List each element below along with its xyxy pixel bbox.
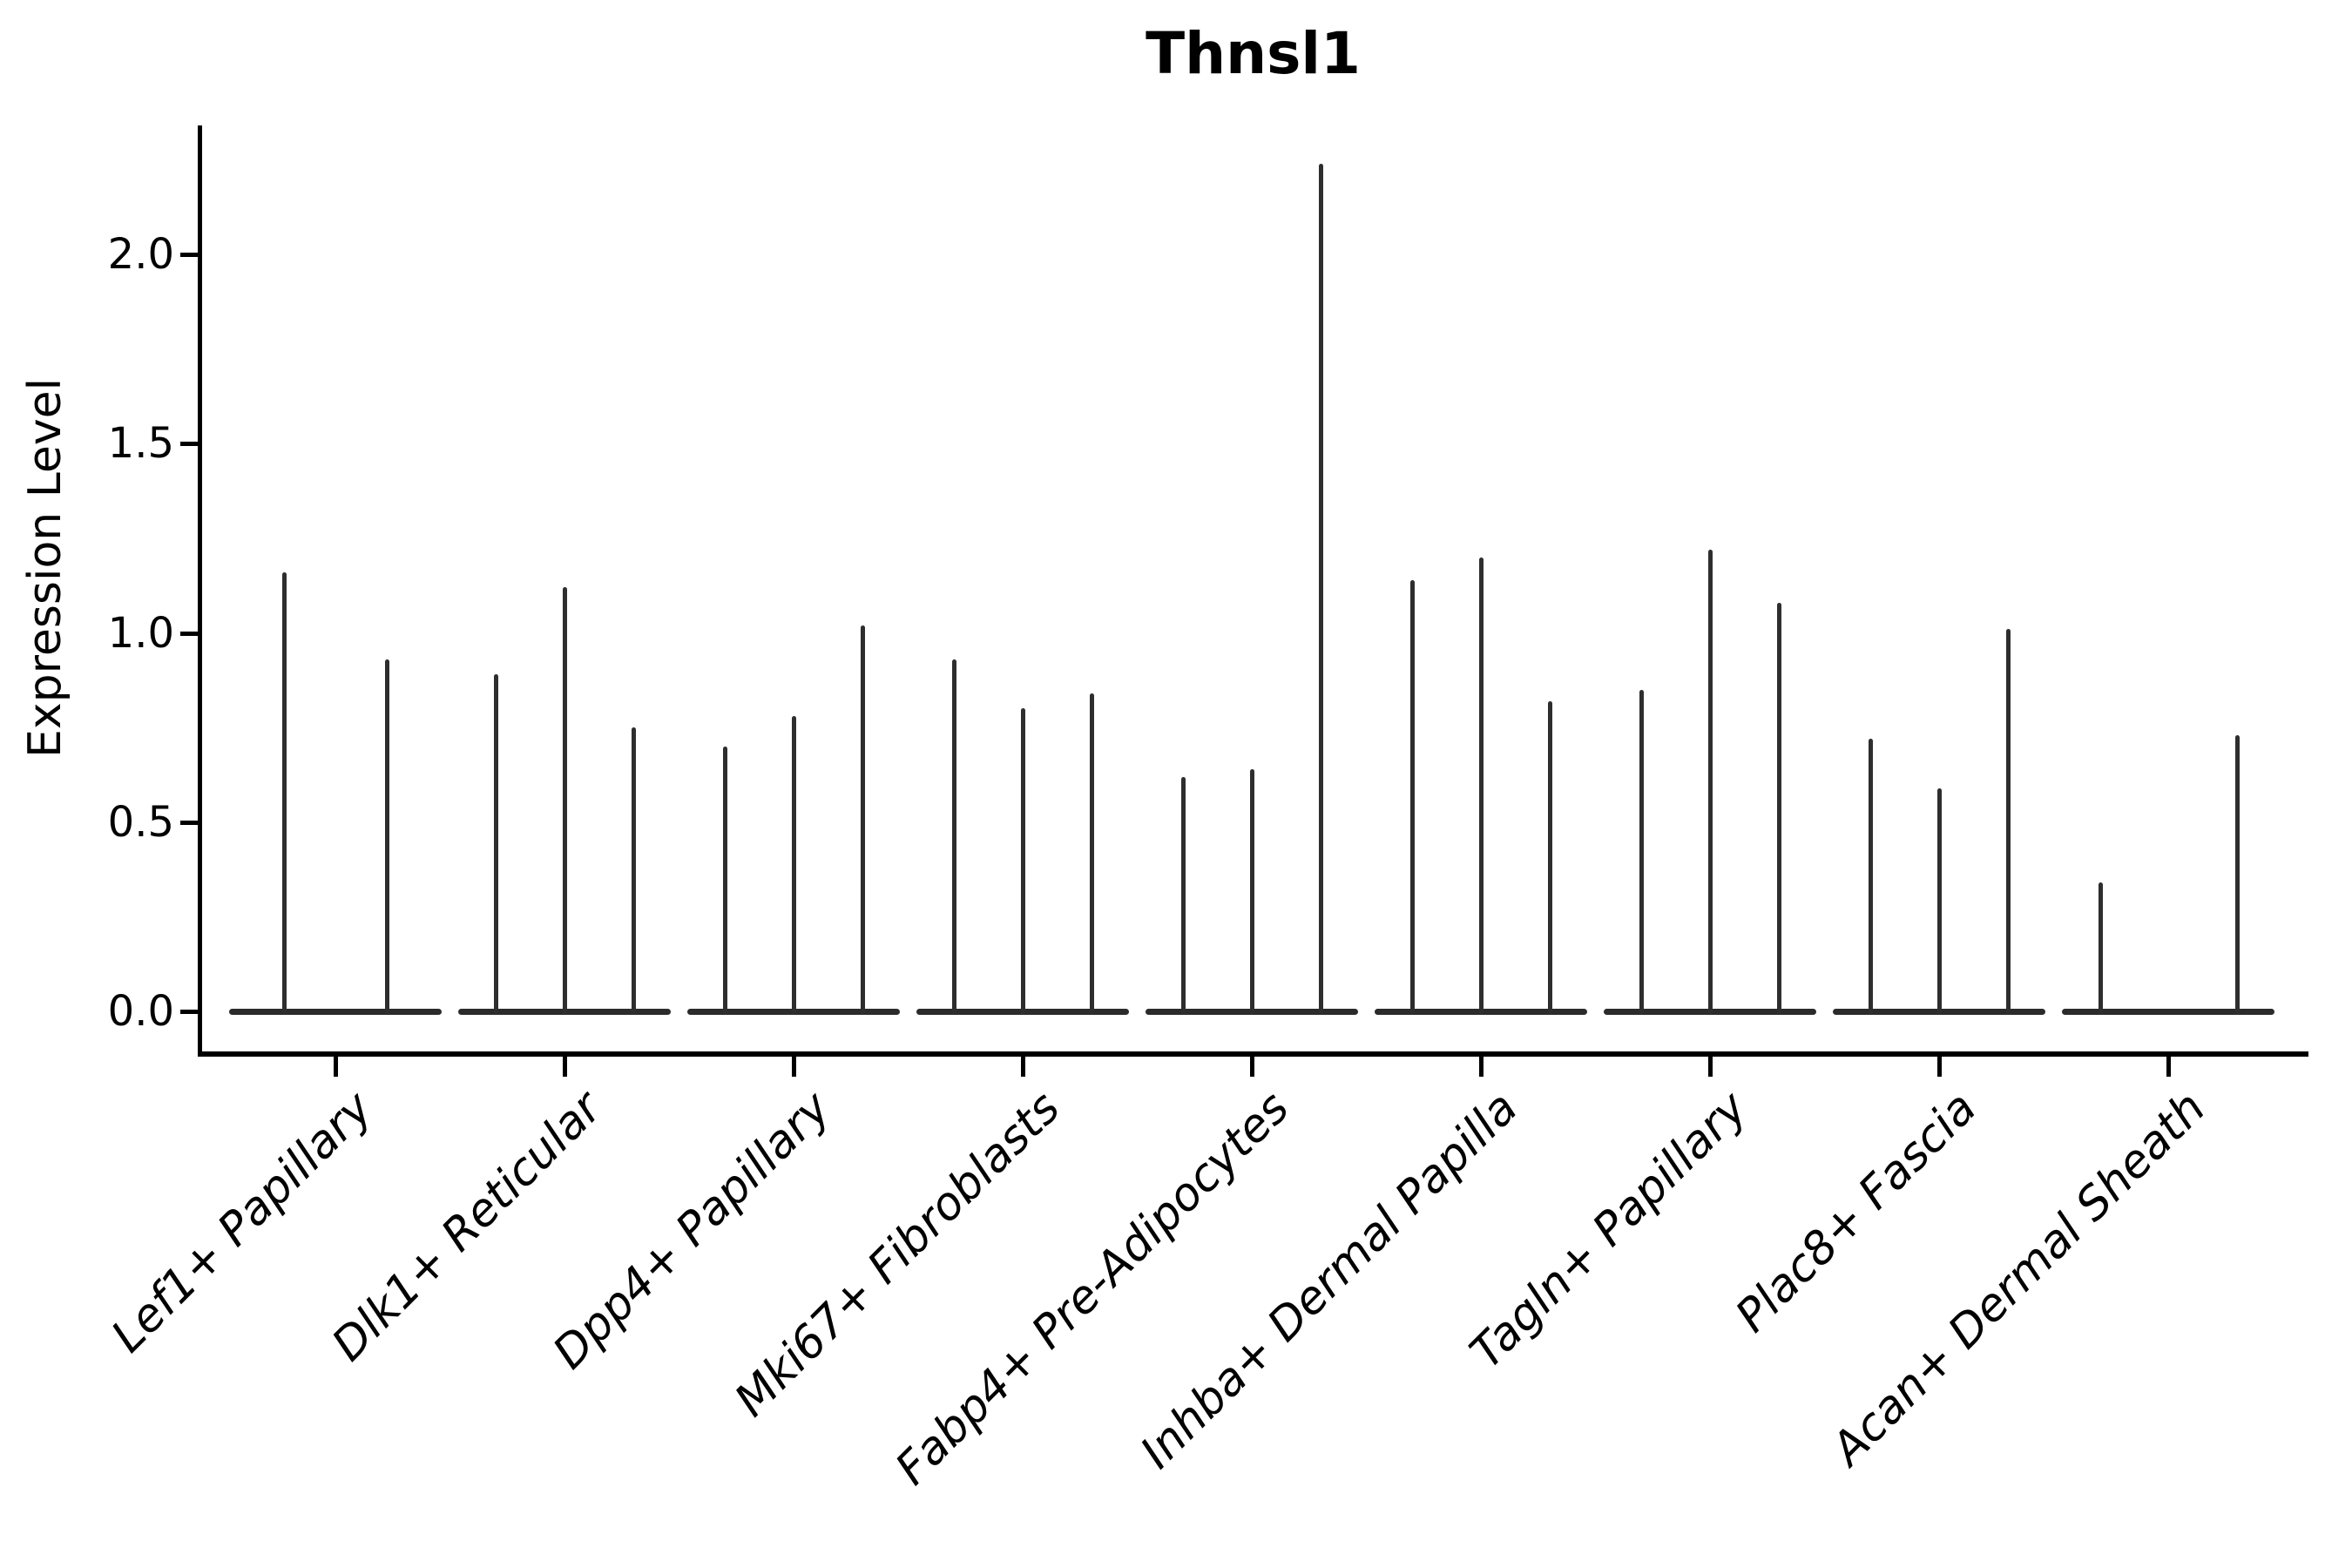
y-tick-label-0.0: 0.0 [107,987,174,1036]
violin-spike-g2-s2 [563,587,567,1014]
violin-spike-g5-s2 [1250,768,1254,1014]
violin-spike-g3-s1 [723,746,727,1014]
violin-spike-g6-s2 [1479,557,1484,1014]
plot-title: Thnsl1 [1146,20,1361,87]
x-tick-mark-g9 [2166,1057,2171,1077]
violin-spike-g2-s3 [632,727,636,1014]
violin-spike-g7-s2 [1708,549,1713,1014]
y-tick-mark-0.5 [180,820,198,825]
y-tick-mark-1.5 [180,442,198,447]
x-tick-label-g8: Plac8+ Fascia [1726,1081,1987,1343]
x-tick-mark-g6 [1479,1057,1484,1077]
violin-spike-g7-s1 [1639,689,1644,1014]
violin-spike-g7-s3 [1777,602,1781,1014]
y-tick-mark-1.0 [180,631,198,636]
y-tick-label-2.0: 2.0 [107,230,174,279]
y-tick-mark-0.0 [180,1010,198,1014]
violin-spike-g4-s2 [1021,708,1025,1014]
y-tick-mark-2.0 [180,253,198,257]
x-axis-spine [198,1051,2308,1057]
y-tick-label-1.5: 1.5 [107,419,174,469]
violin-spike-g2-s1 [494,674,498,1014]
violin-spike-g9-s3 [2235,734,2240,1014]
y-tick-label-0.5: 0.5 [107,797,174,847]
x-tick-mark-g2 [563,1057,567,1077]
x-tick-mark-g8 [1937,1057,1942,1077]
x-tick-label-g6: Inhba+ Dermal Papilla [1131,1081,1529,1479]
violin-spike-g4-s1 [952,659,956,1014]
violin-spike-g8-s1 [1869,739,1873,1014]
x-tick-label-g9: Acan+ Dermal Sheath [1821,1081,2216,1476]
violin-spike-g3-s2 [792,716,796,1014]
violin-baseline-g1 [229,1009,442,1015]
violin-spike-g5-s3 [1319,163,1323,1014]
violin-spike-g8-s2 [1937,787,1942,1014]
violin-spike-g6-s1 [1410,579,1415,1014]
x-tick-mark-g1 [334,1057,338,1077]
x-tick-mark-g7 [1708,1057,1713,1077]
x-tick-mark-g3 [792,1057,796,1077]
violin-spike-g1-s1 [282,571,287,1014]
x-tick-mark-g5 [1250,1057,1254,1077]
violin-baseline-g9 [2062,1009,2274,1015]
violin-spike-g6-s3 [1548,700,1552,1014]
x-tick-mark-g4 [1021,1057,1025,1077]
y-tick-label-1.0: 1.0 [107,608,174,658]
violin-spike-g5-s1 [1181,776,1186,1014]
violin-spike-g3-s3 [861,625,865,1014]
violin-spike-g9-s1 [2099,882,2103,1014]
x-tick-label-g5: Fabp4+ Pre-Adipocytes [885,1081,1300,1496]
violin-spike-g4-s3 [1090,693,1094,1014]
violin-spike-g1-s2 [385,659,389,1014]
y-axis-spine [198,125,202,1057]
violin-spike-g8-s3 [2006,629,2011,1014]
